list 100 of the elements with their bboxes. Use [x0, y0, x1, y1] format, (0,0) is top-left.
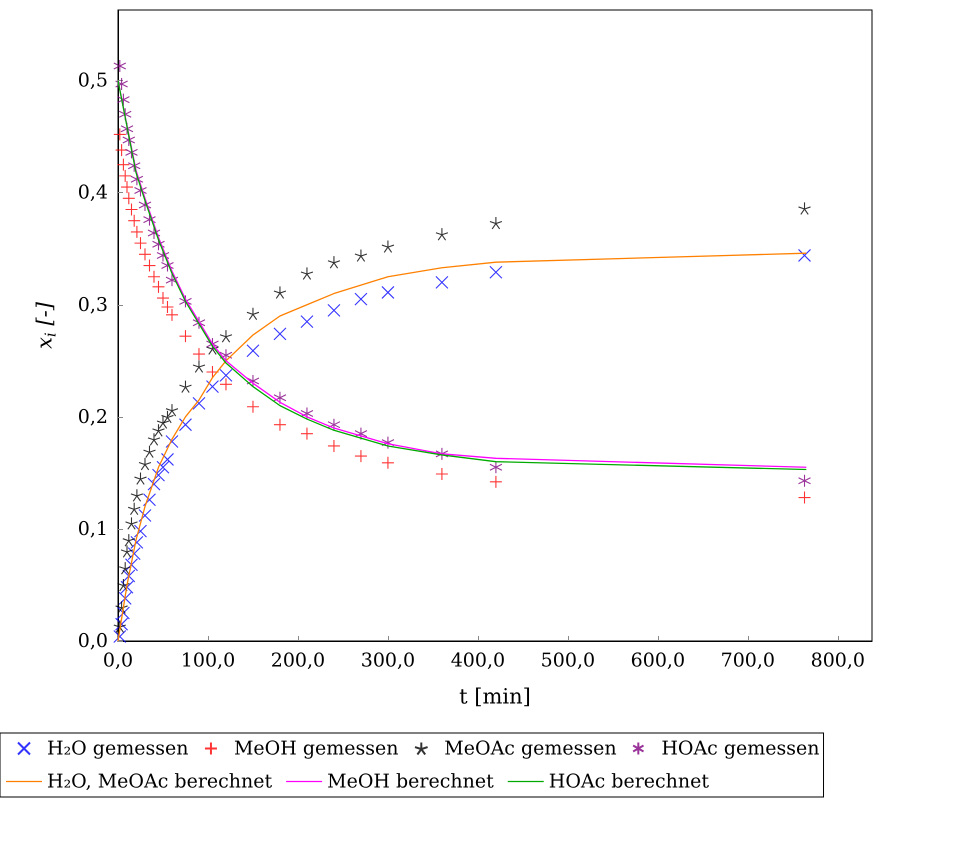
point: [113, 59, 126, 73]
x-tick-label: 500,0: [540, 650, 596, 672]
point: [327, 418, 340, 432]
point: [300, 315, 314, 328]
point: [142, 213, 156, 226]
point: [128, 502, 141, 516]
point: [273, 286, 287, 299]
point: [118, 108, 132, 121]
x-tick-label: 0,0: [102, 650, 134, 672]
point: [192, 348, 206, 361]
point: [489, 216, 502, 230]
point: [124, 202, 138, 216]
point: [219, 368, 233, 382]
point: [130, 488, 144, 502]
point: [116, 578, 130, 592]
point: [178, 418, 192, 432]
legend-label: H₂O gemessen: [47, 738, 188, 760]
point: [206, 365, 220, 379]
legend-label: HOAc gemessen: [661, 738, 820, 760]
point: [134, 236, 148, 250]
point: [435, 276, 448, 289]
x-axis-title: t [min]: [459, 684, 531, 708]
point: [134, 524, 148, 538]
point: [178, 294, 192, 308]
point: [134, 472, 148, 486]
x-tick-label: 600,0: [630, 650, 686, 672]
legend-label: MeOH berechnet: [327, 770, 494, 792]
legend-label: MeOH gemessen: [234, 738, 398, 760]
point: [160, 452, 174, 466]
point: [381, 286, 394, 299]
point: [798, 490, 812, 504]
point: [327, 439, 340, 453]
point: [192, 360, 206, 373]
point: [435, 467, 448, 481]
point: [300, 406, 314, 420]
point: [165, 274, 179, 287]
point: [435, 447, 448, 460]
y-tick-label: 0,0: [78, 630, 108, 652]
point: [192, 316, 206, 330]
point: [798, 202, 812, 215]
point: [128, 214, 141, 228]
point: [113, 128, 126, 141]
point: [273, 391, 287, 404]
point: [115, 77, 128, 91]
point: [115, 600, 128, 614]
point: [138, 457, 152, 470]
point: [300, 427, 314, 440]
point: [381, 240, 394, 254]
point: [152, 468, 166, 482]
point: [354, 450, 368, 463]
point: [381, 456, 394, 470]
x-tick-label: 300,0: [360, 650, 416, 672]
x-tick-label: 400,0: [450, 650, 506, 672]
point: [489, 475, 502, 488]
x-tick-label: 800,0: [810, 650, 866, 672]
point: [118, 169, 132, 182]
x-tick-label: 200,0: [270, 650, 326, 672]
point: [178, 380, 192, 394]
point: [300, 266, 314, 280]
point: [246, 400, 260, 414]
point: [122, 192, 136, 205]
point: [122, 534, 136, 547]
point: [120, 122, 134, 136]
y-tick-label: 0,3: [78, 294, 108, 316]
point: [489, 460, 502, 474]
legend-label: MeOAc gemessen: [444, 738, 617, 760]
point: [116, 158, 130, 172]
y-tick-label: 0,1: [78, 518, 108, 540]
point: [246, 307, 260, 320]
point: [142, 493, 156, 506]
point: [120, 180, 134, 194]
x-tick-label: 100,0: [180, 650, 236, 672]
point: [798, 474, 812, 488]
point: [156, 291, 170, 305]
point: [354, 427, 368, 440]
point: [327, 304, 340, 317]
point: [798, 248, 812, 262]
point: [206, 380, 220, 394]
point: [489, 266, 502, 279]
point: [354, 248, 368, 262]
line-series: [117, 252, 807, 642]
point: [142, 258, 156, 272]
point: [147, 226, 161, 240]
y-tick-label: 0,4: [78, 182, 108, 204]
point: [130, 225, 144, 238]
point: [165, 434, 179, 448]
point: [354, 292, 368, 306]
point: [219, 378, 233, 391]
point: [327, 256, 340, 269]
point: [120, 544, 134, 558]
point: [116, 93, 130, 106]
point: [147, 432, 161, 446]
point: [115, 144, 128, 157]
legend-label: HOAc berechnet: [548, 770, 710, 792]
point: [273, 327, 287, 340]
point: [246, 344, 260, 358]
point: [273, 418, 287, 432]
x-tick-label: 700,0: [720, 650, 776, 672]
point: [381, 436, 394, 450]
point: [147, 270, 161, 284]
